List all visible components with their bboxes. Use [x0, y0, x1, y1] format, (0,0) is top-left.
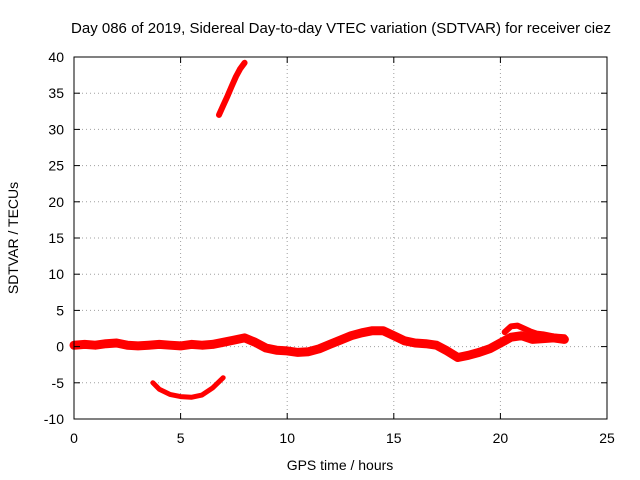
x-tick-label: 15 — [386, 430, 402, 446]
plot-frame — [73, 56, 608, 420]
series-layer — [69, 59, 569, 400]
axis-ticks: 0 5 10 15 20 25 -10 -5 0 5 10 15 20 25 30 35 40 — [44, 49, 615, 446]
y-tick-label: 15 — [48, 230, 64, 246]
x-tick-label: 25 — [599, 430, 615, 446]
x-axis-label: GPS time / hours — [287, 457, 394, 473]
y-tick-label: 35 — [48, 85, 64, 101]
series-upper-arc — [216, 59, 248, 118]
series-main-band — [69, 326, 569, 362]
y-axis-label: SDTVAR / TECUs — [5, 182, 21, 294]
chart-title: Day 086 of 2019, Sidereal Day-to-day VTE… — [71, 20, 611, 37]
grid — [74, 57, 607, 419]
y-tick-label: -5 — [52, 375, 65, 391]
y-tick-label: 25 — [48, 158, 64, 174]
y-tick-label: 30 — [48, 121, 64, 137]
series-secondary-arc — [501, 322, 568, 341]
x-tick-label: 5 — [177, 430, 185, 446]
y-tick-label: 20 — [48, 194, 64, 210]
y-tick-label: -10 — [44, 411, 64, 427]
y-tick-label: 40 — [48, 49, 64, 65]
y-tick-label: 10 — [48, 266, 64, 282]
x-tick-label: 10 — [279, 430, 295, 446]
y-tick-label: 0 — [56, 339, 64, 355]
x-tick-label: 20 — [493, 430, 509, 446]
series-lower-arc — [150, 375, 226, 400]
x-tick-label: 0 — [70, 430, 78, 446]
y-tick-label: 5 — [56, 302, 64, 318]
